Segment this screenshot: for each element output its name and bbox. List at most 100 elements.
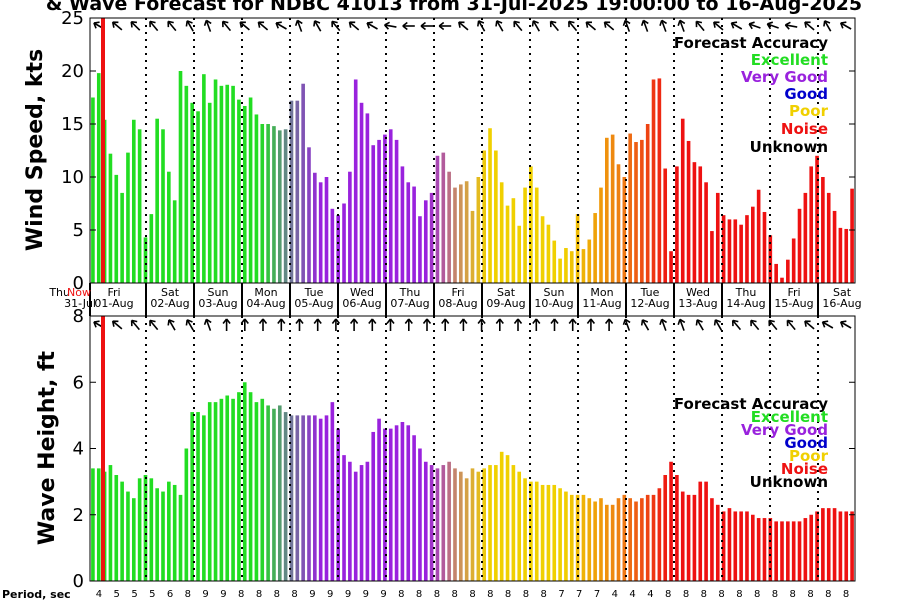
direction-arrow: [313, 318, 322, 331]
direction-arrow: [111, 320, 123, 330]
wind-bar: [494, 150, 498, 283]
period-value: 6: [167, 589, 173, 600]
arrow-shaft: [840, 22, 852, 30]
wave-bar: [768, 518, 773, 581]
direction-arrow: [640, 319, 650, 331]
arrow-head: [149, 20, 156, 28]
period-value: 8: [452, 589, 458, 600]
arrow-head: [586, 318, 596, 324]
day-label: Thu: [735, 286, 757, 299]
wind-bar: [172, 200, 177, 283]
wind-bar: [348, 171, 352, 283]
arrow-shaft: [824, 20, 832, 32]
wave-bar: [313, 415, 317, 582]
wave-bar: [511, 465, 516, 581]
arrow-head: [185, 20, 193, 27]
direction-arrow: [349, 318, 359, 331]
wave-bar: [832, 508, 837, 582]
arrow-shaft: [679, 319, 685, 331]
arrow-head: [257, 21, 265, 28]
wind-y-axis: 0 5 10 15 20 25: [61, 8, 855, 294]
period-value: 9: [380, 589, 386, 600]
direction-arrow: [295, 318, 304, 331]
wave-bar: [114, 475, 119, 581]
wind-bar: [558, 258, 562, 283]
direction-arrow: [348, 21, 360, 31]
wind-panel: 0 5 10 15 20 25 Wind Speed, kts Forecast Accu…: [23, 8, 856, 294]
arrow-head: [239, 21, 246, 28]
wave-bar: [774, 521, 778, 582]
arrow-head: [640, 319, 649, 326]
direction-arrow: [839, 320, 852, 329]
arrow-shaft: [603, 21, 615, 31]
arrow-shaft: [331, 20, 341, 32]
arrow-shaft: [840, 321, 852, 329]
arrow-shaft: [168, 319, 176, 331]
date-label: 11-Aug: [582, 297, 621, 310]
wind-bar: [400, 166, 405, 283]
direction-arrow: [366, 21, 378, 30]
arrow-shaft: [748, 23, 761, 29]
wind-plot-frame: [89, 17, 856, 284]
date-label: 08-Aug: [438, 297, 477, 310]
y-tick-label: 5: [73, 220, 84, 241]
wave-bar: [622, 494, 627, 582]
wind-bar: [423, 200, 428, 283]
direction-arrow: [331, 318, 341, 331]
direction-arrow: [313, 20, 322, 32]
day-label: Fri: [787, 286, 800, 299]
wind-bar: [318, 182, 323, 283]
arrow-head: [368, 318, 377, 324]
arrow-shaft: [112, 320, 123, 330]
arrow-shaft: [550, 20, 559, 32]
wave-bar: [494, 465, 498, 581]
wave-legend-title: Forecast Accuracy: [674, 395, 828, 413]
direction-arrow: [640, 19, 649, 32]
wave-bar: [96, 468, 101, 582]
wind-bar: [692, 162, 697, 283]
period-value: 8: [505, 589, 511, 600]
wave-bar: [599, 498, 603, 581]
wave-bars: [91, 382, 854, 582]
wave-bar: [540, 484, 545, 581]
wind-bar: [575, 214, 580, 283]
direction-arrow: [495, 20, 504, 32]
wind-bar: [756, 189, 761, 283]
direction-arrow: [804, 21, 815, 31]
direction-arrow: [568, 318, 577, 331]
arrow-head: [804, 21, 811, 28]
wind-bar: [225, 84, 230, 283]
arrow-head: [477, 318, 486, 324]
day-label: Wed: [350, 286, 374, 299]
arrow-head: [695, 319, 703, 326]
wave-bar: [640, 498, 644, 581]
wind-bar: [429, 192, 434, 283]
wind-bar: [377, 139, 381, 283]
wind-y-label: Wind Speed, kts: [23, 49, 48, 251]
wave-bar: [330, 402, 335, 582]
date-label: 14-Aug: [726, 297, 765, 310]
arrow-head: [221, 20, 229, 28]
wind-bar: [464, 181, 469, 283]
wind-legend-excellent: Excellent: [751, 51, 828, 69]
arrow-shaft: [131, 319, 140, 331]
period-value: 9: [220, 589, 226, 600]
arrow-head: [258, 318, 268, 324]
y-tick-label: 20: [61, 61, 84, 82]
wind-bar: [178, 71, 183, 283]
wave-bar: [301, 415, 305, 582]
wind-bar: [488, 128, 492, 283]
direction-arrow: [731, 319, 742, 331]
period-value: 4: [629, 589, 635, 600]
arrow-shaft: [366, 22, 378, 30]
arrow-shaft: [112, 21, 123, 31]
wind-bar: [447, 171, 451, 283]
arrow-head: [295, 318, 304, 324]
day-label: Thu: [399, 286, 421, 299]
arrow-shaft: [624, 319, 631, 331]
wind-bar: [418, 216, 422, 283]
wind-bar: [277, 130, 282, 283]
wave-bar: [786, 521, 790, 582]
arrow-head: [730, 21, 738, 29]
arrow-head: [404, 318, 413, 324]
